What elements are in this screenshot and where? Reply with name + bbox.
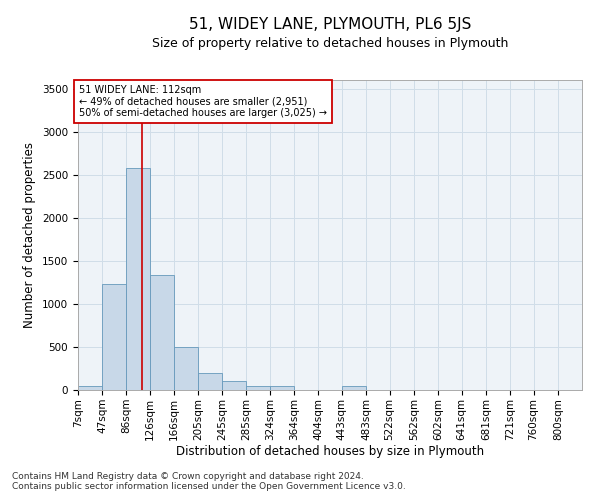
Bar — [102, 284, 126, 390]
Bar — [174, 347, 198, 390]
Text: 51 WIDEY LANE: 112sqm
← 49% of detached houses are smaller (2,951)
50% of semi-d: 51 WIDEY LANE: 112sqm ← 49% of detached … — [79, 84, 327, 118]
Text: 51, WIDEY LANE, PLYMOUTH, PL6 5JS: 51, WIDEY LANE, PLYMOUTH, PL6 5JS — [189, 18, 471, 32]
Text: Contains HM Land Registry data © Crown copyright and database right 2024.: Contains HM Land Registry data © Crown c… — [12, 472, 364, 481]
Y-axis label: Number of detached properties: Number of detached properties — [23, 142, 37, 328]
X-axis label: Distribution of detached houses by size in Plymouth: Distribution of detached houses by size … — [176, 446, 484, 458]
Bar — [78, 386, 102, 390]
Bar — [222, 381, 246, 390]
Bar — [198, 373, 222, 390]
Text: Size of property relative to detached houses in Plymouth: Size of property relative to detached ho… — [152, 38, 508, 51]
Text: Contains public sector information licensed under the Open Government Licence v3: Contains public sector information licen… — [12, 482, 406, 491]
Bar — [126, 168, 150, 390]
Bar — [246, 386, 270, 390]
Bar — [150, 274, 174, 390]
Bar — [342, 386, 366, 390]
Bar — [270, 386, 294, 390]
